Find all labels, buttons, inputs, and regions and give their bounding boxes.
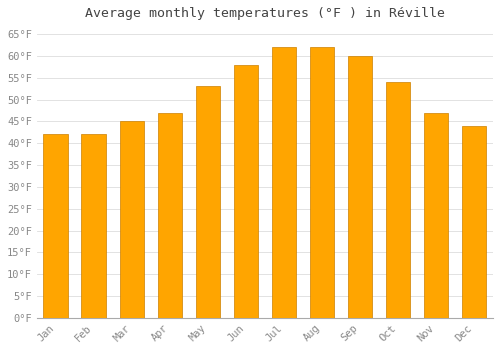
Bar bbox=[272, 47, 296, 318]
Bar bbox=[348, 56, 372, 318]
Bar bbox=[386, 82, 410, 318]
Bar bbox=[310, 47, 334, 318]
Bar bbox=[158, 113, 182, 318]
Bar bbox=[196, 86, 220, 318]
Title: Average monthly temperatures (°F ) in Réville: Average monthly temperatures (°F ) in Ré… bbox=[85, 7, 445, 20]
Bar bbox=[462, 126, 486, 318]
Bar bbox=[120, 121, 144, 318]
Bar bbox=[44, 134, 68, 318]
Bar bbox=[424, 113, 448, 318]
Bar bbox=[234, 65, 258, 318]
Bar bbox=[82, 134, 106, 318]
